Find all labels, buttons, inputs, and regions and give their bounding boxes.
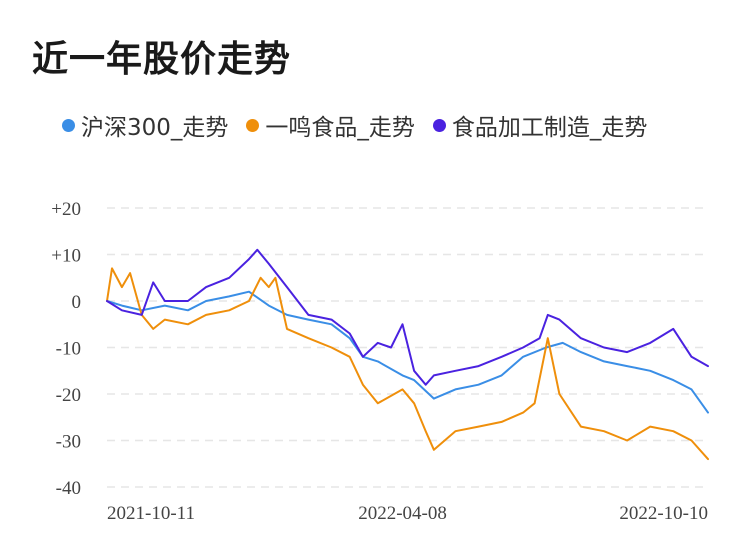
y-tick-label: -10: [56, 339, 81, 360]
chart-title: 近一年股价走势: [32, 39, 292, 80]
legend-label-food-processing: 食品加工制造_走势: [451, 115, 648, 141]
y-tick-label: +10: [51, 246, 81, 267]
legend-label-hs300: 沪深300_走势: [81, 115, 229, 141]
y-tick-label: 0: [72, 292, 82, 313]
x-tick-label: 2022-04-08: [358, 503, 447, 524]
y-tick-label: -40: [56, 478, 81, 499]
legend-dot-yiming: [246, 118, 260, 132]
series-line-1: [106, 267, 709, 461]
y-tick-label: -30: [56, 432, 81, 453]
legend-label-yiming: 一鸣食品_走势: [265, 115, 415, 141]
x-tick-label: 2022-10-10: [619, 503, 708, 524]
series-line-0: [106, 290, 709, 414]
series-line-2: [106, 248, 709, 386]
legend-item-hs300[interactable]: 沪深300_走势: [62, 108, 228, 142]
legend-item-yiming[interactable]: 一鸣食品_走势: [246, 108, 415, 142]
legend-dot-food-processing: [432, 118, 446, 132]
legend: 沪深300_走势 一鸣食品_走势 食品加工制造_走势: [62, 108, 647, 142]
y-tick-label: +20: [51, 199, 81, 220]
legend-item-food-processing[interactable]: 食品加工制造_走势: [432, 108, 648, 142]
legend-dot-hs300: [62, 118, 75, 132]
x-tick-label: 2021-10-11: [107, 503, 195, 524]
y-tick-label: -20: [56, 385, 81, 406]
